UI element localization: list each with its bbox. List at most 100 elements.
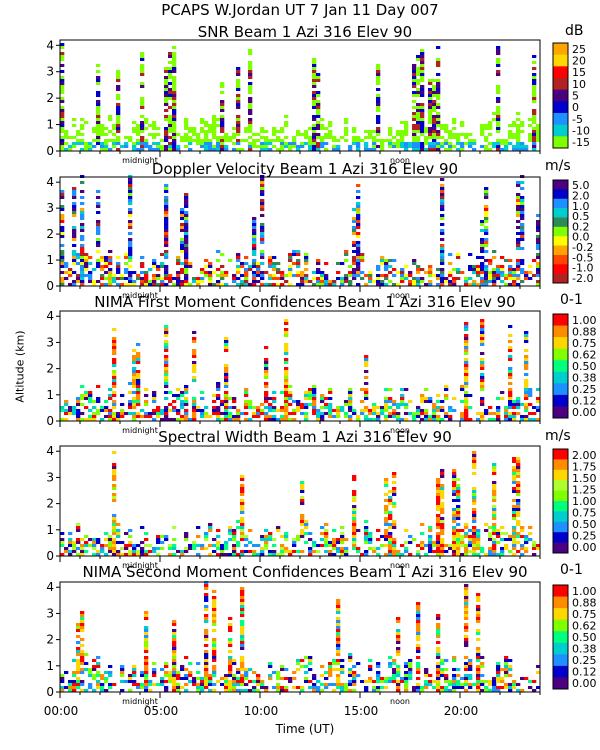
- colorbar-swatch: [553, 608, 568, 621]
- y-tick-label: 2: [46, 227, 54, 241]
- y-tick-label: 1: [46, 659, 54, 673]
- colorbar-swatch: [553, 642, 568, 655]
- panel-1-title: SNR Beam 1 Azi 316 Elev 90: [197, 23, 413, 41]
- colorbar-swatch: [553, 217, 568, 228]
- colorbar-tick-label: 1.00: [572, 314, 597, 327]
- panel-5-unit: 0-1: [560, 562, 583, 578]
- colorbar-swatch: [553, 521, 568, 533]
- colorbar-tick-label: 2.0: [572, 189, 590, 202]
- colorbar-tick-label: 1.75: [572, 460, 597, 473]
- y-tick-label: 1: [46, 118, 54, 132]
- colorbar-swatch: [553, 208, 568, 218]
- y-tick-label: 0: [46, 414, 54, 428]
- colorbar-swatch: [553, 325, 568, 338]
- y-tick-label: 4: [46, 175, 54, 189]
- colorbar-tick-label: 0.88: [572, 325, 597, 338]
- y-tick-label: 3: [46, 606, 54, 620]
- panel-4-title: Spectral Width Beam 1 Azi 316 Elev 90: [158, 428, 452, 446]
- colorbar-tick-label: 0.50: [572, 518, 597, 531]
- heatmap-cells: [60, 451, 541, 556]
- colorbar-tick-label: 0.88: [572, 596, 597, 609]
- colorbar-swatch: [553, 449, 568, 460]
- heatmap-panel-4: 0 1 2 3 4 midnight noon 2.001.751.501.251.000.7…: [46, 444, 596, 570]
- page-title: PCAPS W.Jordan UT 7 Jan 11 Day 007: [161, 1, 439, 19]
- x-tick-label: 05:00: [143, 704, 179, 718]
- y-tick-label: 4: [46, 580, 54, 594]
- colorbar-tick-label: -0.5: [572, 251, 593, 264]
- colorbar-tick-label: -5: [572, 113, 583, 126]
- panel-3-title: NIMA First Moment Confidences Beam 1 Azi…: [94, 293, 516, 311]
- colorbar-tick-label: 0.50: [572, 360, 597, 373]
- colorbar-swatch: [553, 459, 568, 471]
- heatmap-cells: [60, 43, 541, 151]
- colorbar-tick-label: 1.0: [572, 200, 590, 213]
- colorbar-swatch: [553, 360, 568, 373]
- colorbar-tick-label: 0: [572, 101, 579, 114]
- colorbar-tick-label: 0.25: [572, 654, 597, 667]
- colorbar-tick-label: 20: [572, 55, 586, 68]
- heatmap-cells: [60, 175, 541, 286]
- heatmap-panel-5: 0 1 2 3 4 midnight noon 1.000.880.750.620.500.3…: [46, 580, 596, 706]
- x-tick-label: 20:00: [443, 704, 479, 718]
- x-tick-label: 00:00: [43, 704, 79, 718]
- colorbar-frame: [552, 313, 569, 419]
- colorbar-swatch: [553, 348, 568, 361]
- noon-marker-label: noon: [390, 561, 410, 570]
- colorbar-frame: [552, 448, 569, 554]
- colorbar-swatch: [553, 226, 568, 237]
- y-tick-label: 2: [46, 633, 54, 647]
- colorbar-swatch: [553, 54, 568, 67]
- colorbar-swatch: [553, 654, 568, 667]
- colorbar-swatch: [553, 189, 568, 200]
- colorbar-swatch: [553, 43, 568, 56]
- y-tick-label: 0: [46, 685, 54, 699]
- y-tick-label: 4: [46, 38, 54, 52]
- colorbar-swatch: [553, 236, 568, 247]
- y-tick-label: 3: [46, 335, 54, 349]
- colorbar-swatch: [553, 665, 568, 678]
- colorbar-tick-label: 0.5: [572, 210, 590, 223]
- heatmap-cells: [60, 581, 541, 692]
- colorbar-swatch: [553, 198, 568, 209]
- colorbar-tick-label: 0.62: [572, 348, 597, 361]
- colorbar-frame: [552, 42, 569, 149]
- midnight-marker-label: midnight: [122, 426, 158, 435]
- panel-2-unit: m/s: [545, 158, 571, 174]
- colorbar-tick-label: 0.25: [572, 383, 597, 396]
- colorbar-tick-label: 1.50: [572, 472, 597, 485]
- y-tick-label: 2: [46, 497, 54, 511]
- y-tick-label: 0: [46, 144, 54, 158]
- noon-marker-label: noon: [390, 697, 410, 706]
- colorbar-swatch: [553, 469, 568, 481]
- noon-marker-label: noon: [390, 426, 410, 435]
- colorbar-swatch: [553, 532, 568, 544]
- colorbar-swatch: [553, 677, 568, 690]
- colorbar-swatch: [553, 631, 568, 644]
- colorbar-tick-label: 2.00: [572, 449, 597, 462]
- colorbar-tick-label: 1.00: [572, 585, 597, 598]
- colorbar-tick-label: 0.62: [572, 619, 597, 632]
- noon-marker-label: noon: [390, 156, 410, 165]
- colorbar-swatch: [553, 124, 568, 137]
- colorbar-swatch: [553, 383, 568, 396]
- y-tick-label: 0: [46, 279, 54, 293]
- heatmap-cells: [60, 319, 541, 421]
- colorbar-tick-label: -10: [572, 125, 590, 138]
- panel-5-title: NIMA Second Moment Confidences Beam 1 Az…: [82, 563, 528, 581]
- colorbar-tick-label: 1.00: [572, 495, 597, 508]
- colorbar-frame: [552, 584, 569, 690]
- colorbar-tick-label: 0.00: [572, 406, 597, 419]
- colorbar-tick-label: -2.0: [572, 272, 593, 285]
- colorbar-tick-label: 0.0: [572, 231, 590, 244]
- colorbar-tick-label: 0.75: [572, 337, 597, 350]
- colorbar-tick-label: 5: [572, 90, 579, 103]
- noon-marker-label: noon: [390, 291, 410, 300]
- y-tick-label: 3: [46, 65, 54, 79]
- colorbar-swatch: [553, 136, 568, 149]
- colorbar-swatch: [553, 245, 568, 256]
- colorbar-swatch: [553, 585, 568, 598]
- colorbar-tick-label: 1.25: [572, 483, 597, 496]
